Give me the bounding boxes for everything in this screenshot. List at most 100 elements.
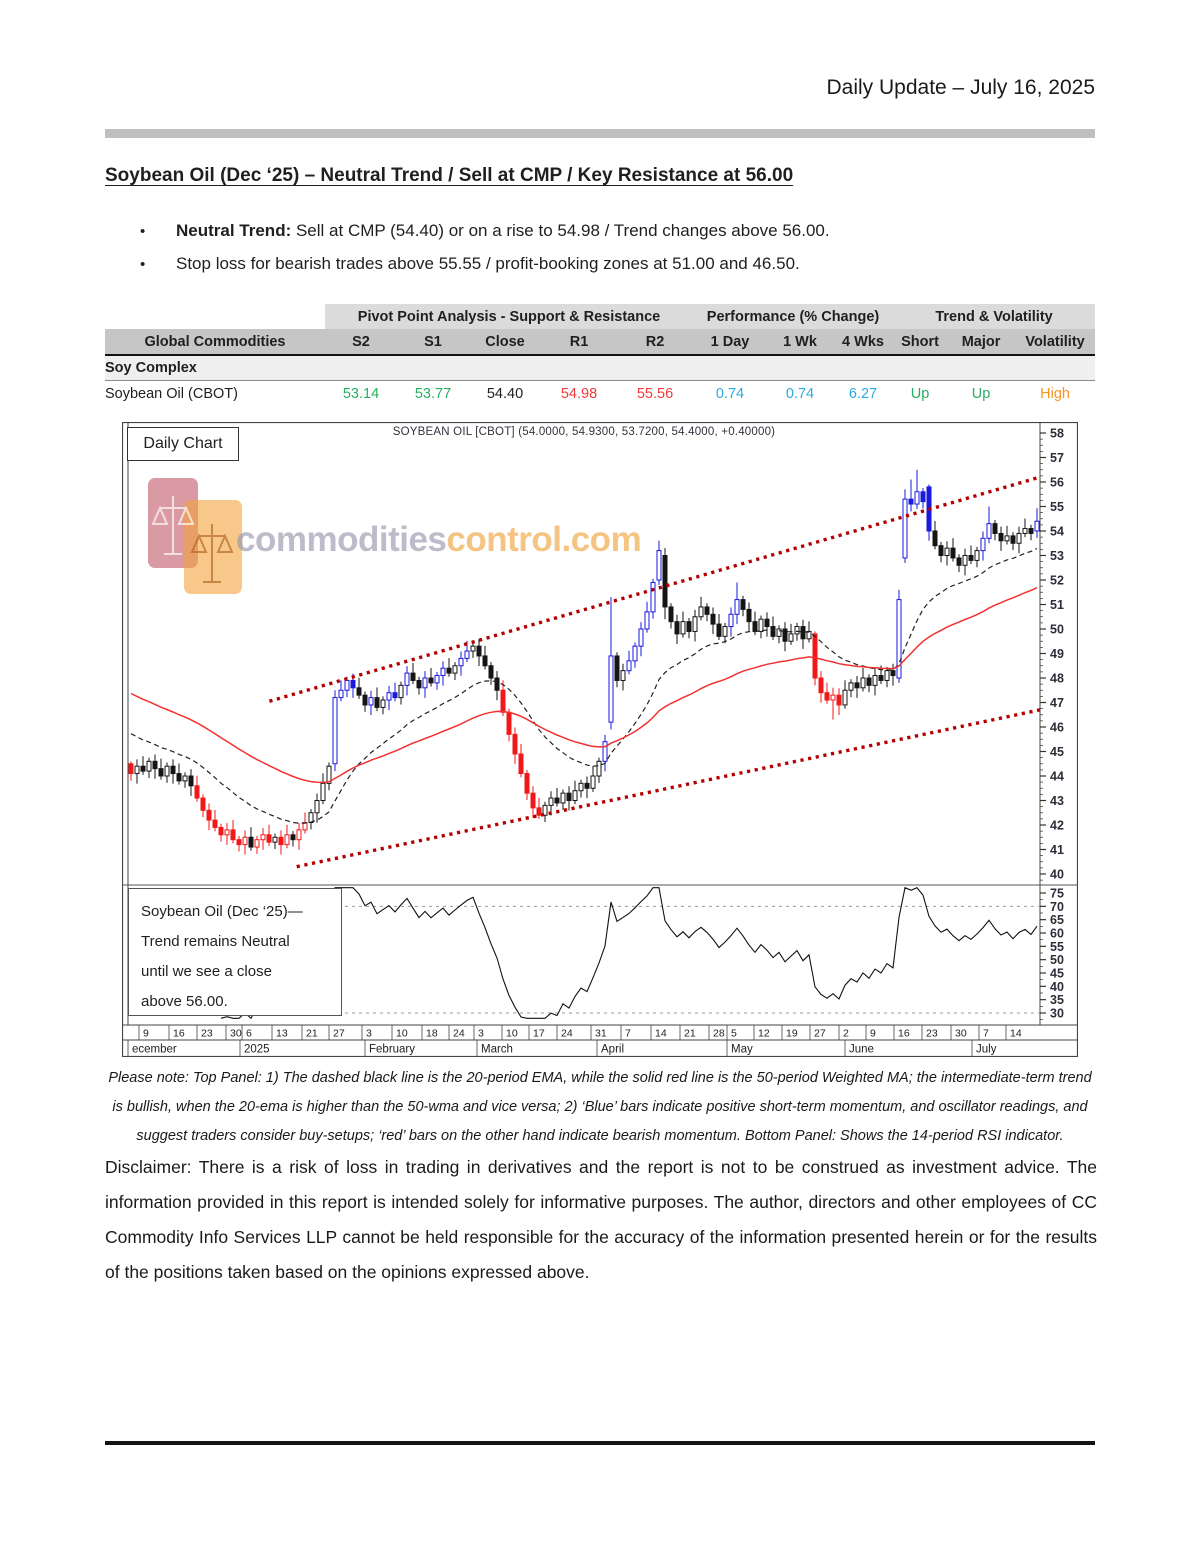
col-major: Major: [947, 329, 1016, 356]
svg-text:13: 13: [276, 1028, 288, 1040]
svg-text:ecember: ecember: [132, 1044, 177, 1056]
svg-text:23: 23: [201, 1028, 213, 1040]
bullet-icon: •: [140, 256, 146, 273]
value-r1: 54.98: [560, 385, 598, 402]
svg-text:40: 40: [1050, 868, 1064, 882]
col-global-commodities: Global Commodities: [105, 329, 325, 356]
svg-text:55: 55: [1050, 940, 1064, 954]
col-short: Short: [893, 329, 948, 356]
svg-text:April: April: [601, 1044, 624, 1056]
disclaimer-text: Disclaimer: There is a risk of loss in t…: [105, 1157, 1097, 1282]
svg-text:3: 3: [478, 1028, 484, 1040]
value-s2: 53.14: [342, 385, 380, 402]
svg-text:March: March: [481, 1044, 513, 1056]
svg-text:49: 49: [1050, 647, 1064, 661]
svg-text:65: 65: [1050, 913, 1064, 927]
svg-text:3: 3: [366, 1028, 372, 1040]
svg-text:44: 44: [1050, 770, 1064, 784]
bullet-text: Stop loss for bearish trades above 55.55…: [176, 254, 800, 273]
candlestick-chart: 5857565554535251504948474645444342414075…: [122, 422, 1078, 1057]
svg-text:16: 16: [898, 1028, 910, 1040]
daily-chart-label: Daily Chart: [127, 427, 239, 461]
chart-annotation-box: Soybean Oil (Dec ‘25)— Trend remains Neu…: [128, 888, 342, 1016]
svg-text:60: 60: [1050, 927, 1064, 941]
col-r2: R2: [617, 329, 693, 356]
section-soy-complex: Soy Complex: [105, 355, 1096, 381]
svg-text:February: February: [369, 1044, 415, 1056]
svg-text:24: 24: [453, 1028, 465, 1040]
col-s1: S1: [397, 329, 469, 356]
bullet-icon: •: [140, 223, 146, 240]
value-1day: 0.74: [715, 385, 745, 402]
svg-text:12: 12: [758, 1028, 770, 1040]
svg-text:53: 53: [1050, 549, 1064, 563]
svg-text:30: 30: [955, 1028, 967, 1040]
value-s1: 53.77: [414, 385, 452, 402]
svg-text:27: 27: [333, 1028, 345, 1040]
svg-text:7: 7: [625, 1028, 631, 1040]
svg-text:27: 27: [814, 1028, 826, 1040]
value-close: 54.40: [486, 385, 524, 402]
svg-text:30: 30: [230, 1028, 242, 1040]
svg-text:57: 57: [1050, 451, 1064, 465]
svg-text:42: 42: [1050, 819, 1064, 833]
svg-text:9: 9: [143, 1028, 149, 1040]
value-short-trend: Up: [910, 385, 930, 402]
svg-text:14: 14: [655, 1028, 667, 1040]
value-major-trend: Up: [971, 385, 991, 402]
bullet-stop-loss: • Stop loss for bearish trades above 55.5…: [140, 254, 1090, 274]
svg-text:50: 50: [1050, 953, 1064, 967]
svg-text:45: 45: [1050, 967, 1064, 981]
chart-title: SOYBEAN OIL [CBOT] (54.0000, 54.9300, 53…: [392, 426, 776, 438]
table-row: Soybean Oil (CBOT) 53.14 53.77 54.40 54.…: [105, 381, 1095, 407]
header-date: Daily Update – July 16, 2025: [826, 76, 1096, 99]
svg-text:16: 16: [173, 1028, 185, 1040]
col-r1: R1: [541, 329, 617, 356]
col-close: Close: [469, 329, 541, 356]
col-s2: S2: [325, 329, 397, 356]
group-header-performance: Performance (% Change): [693, 304, 894, 329]
group-header-blank: [105, 304, 325, 329]
svg-text:50: 50: [1050, 623, 1064, 637]
svg-text:31: 31: [595, 1028, 607, 1040]
group-header-pivot: Pivot Point Analysis - Support & Resista…: [325, 304, 693, 329]
svg-text:70: 70: [1050, 900, 1064, 914]
svg-text:75: 75: [1050, 887, 1064, 901]
bullet-text: Sell at CMP (54.40) or on a rise to 54.9…: [291, 221, 830, 240]
chart-frame: 58 57 56 55 54 53 52 51 50 49 48 47 46 45 44 43 42 41 40 75…: [122, 422, 1078, 1057]
svg-text:43: 43: [1050, 794, 1064, 808]
page-title: Soybean Oil (Dec ‘25) – Neutral Trend / …: [105, 165, 794, 186]
col-1day: 1 Day: [693, 329, 767, 356]
svg-text:28: 28: [713, 1028, 725, 1040]
svg-text:19: 19: [786, 1028, 798, 1040]
bullet-neutral-trend: • Neutral Trend: Sell at CMP (54.40) or o…: [140, 221, 1090, 241]
svg-text:6: 6: [246, 1028, 252, 1040]
svg-text:40: 40: [1050, 980, 1064, 994]
svg-text:35: 35: [1050, 993, 1064, 1007]
bullet-bold-label: Neutral Trend:: [176, 221, 292, 240]
pivot-table: Pivot Point Analysis - Support & Resista…: [105, 304, 1096, 407]
svg-text:55: 55: [1050, 500, 1064, 514]
column-header-row: Global Commodities S2 S1 Close R1 R2 1 D…: [105, 329, 1096, 356]
svg-text:23: 23: [926, 1028, 938, 1040]
svg-text:17: 17: [533, 1028, 545, 1040]
svg-text:21: 21: [684, 1028, 696, 1040]
header-divider-bar: [105, 129, 1095, 138]
svg-text:41: 41: [1050, 843, 1064, 857]
svg-text:58: 58: [1050, 427, 1064, 441]
group-header-trend: Trend & Volatility: [893, 304, 1096, 329]
value-1wk: 0.74: [785, 385, 815, 402]
svg-text:July: July: [976, 1044, 997, 1056]
value-r2: 55.56: [636, 385, 674, 402]
svg-text:14: 14: [1010, 1028, 1022, 1040]
svg-text:21: 21: [306, 1028, 318, 1040]
svg-text:56: 56: [1050, 476, 1064, 490]
svg-text:10: 10: [396, 1028, 408, 1040]
chart-footnote: Please note: Top Panel: 1) The dashed bl…: [108, 1070, 1092, 1144]
svg-text:18: 18: [426, 1028, 438, 1040]
svg-text:47: 47: [1050, 696, 1064, 710]
bottom-rule: [105, 1441, 1095, 1445]
commodity-name: Soybean Oil (CBOT): [105, 385, 238, 402]
svg-text:54: 54: [1050, 525, 1064, 539]
